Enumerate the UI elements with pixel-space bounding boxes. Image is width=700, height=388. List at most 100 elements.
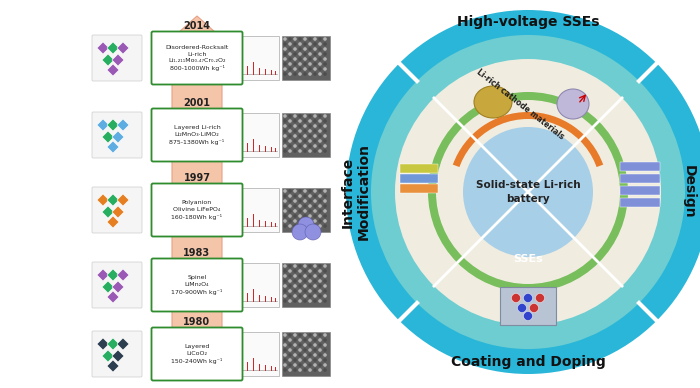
Circle shape	[323, 57, 327, 61]
Circle shape	[298, 264, 302, 268]
Circle shape	[303, 274, 307, 278]
Circle shape	[323, 134, 327, 138]
Circle shape	[318, 358, 322, 362]
Circle shape	[323, 274, 327, 278]
Circle shape	[303, 114, 307, 118]
Circle shape	[293, 294, 297, 298]
Text: Polyanion
Olivine LiFePO₄
160-180Wh kg⁻¹: Polyanion Olivine LiFePO₄ 160-180Wh kg⁻¹	[172, 200, 223, 220]
Circle shape	[284, 124, 287, 128]
Circle shape	[284, 67, 287, 71]
Circle shape	[293, 134, 297, 138]
Circle shape	[298, 129, 302, 133]
Circle shape	[313, 269, 317, 273]
Circle shape	[284, 149, 287, 153]
Polygon shape	[97, 269, 109, 281]
Text: 1997: 1997	[183, 173, 211, 183]
Circle shape	[288, 52, 292, 56]
Circle shape	[318, 129, 322, 133]
Circle shape	[284, 264, 287, 268]
Text: Spinel
LiMn₂O₄
170-900Wh kg⁻¹: Spinel LiMn₂O₄ 170-900Wh kg⁻¹	[172, 275, 223, 295]
Circle shape	[284, 219, 287, 223]
Circle shape	[308, 343, 312, 347]
Bar	[227, 263, 279, 307]
Circle shape	[298, 279, 302, 283]
Bar	[620, 186, 660, 195]
Circle shape	[293, 72, 297, 76]
Circle shape	[313, 42, 317, 46]
Circle shape	[318, 333, 322, 337]
Circle shape	[524, 312, 533, 320]
FancyBboxPatch shape	[92, 112, 142, 158]
Circle shape	[298, 363, 302, 367]
Circle shape	[371, 35, 685, 349]
FancyBboxPatch shape	[151, 184, 242, 237]
Circle shape	[298, 47, 302, 51]
Circle shape	[293, 264, 297, 268]
Circle shape	[308, 284, 312, 288]
Circle shape	[293, 269, 297, 273]
Circle shape	[308, 124, 312, 128]
Circle shape	[298, 358, 302, 362]
Circle shape	[313, 338, 317, 342]
Ellipse shape	[474, 86, 512, 118]
Circle shape	[313, 368, 317, 372]
Circle shape	[323, 194, 327, 198]
Circle shape	[284, 274, 287, 278]
Circle shape	[288, 348, 292, 352]
Circle shape	[323, 204, 327, 208]
Circle shape	[313, 67, 317, 71]
Circle shape	[318, 47, 322, 51]
Circle shape	[298, 42, 302, 46]
Circle shape	[318, 294, 322, 298]
Circle shape	[318, 62, 322, 66]
Circle shape	[313, 279, 317, 283]
Circle shape	[284, 72, 287, 76]
Circle shape	[303, 42, 307, 46]
Circle shape	[293, 52, 297, 56]
Circle shape	[313, 189, 317, 193]
Circle shape	[303, 299, 307, 303]
Circle shape	[288, 72, 292, 76]
Circle shape	[308, 219, 312, 223]
Polygon shape	[107, 119, 119, 131]
Circle shape	[303, 144, 307, 148]
Circle shape	[293, 42, 297, 46]
Circle shape	[288, 57, 292, 61]
Circle shape	[293, 129, 297, 133]
Circle shape	[288, 204, 292, 208]
Circle shape	[323, 219, 327, 223]
Circle shape	[284, 204, 287, 208]
Circle shape	[308, 279, 312, 283]
Circle shape	[288, 114, 292, 118]
Circle shape	[284, 52, 287, 56]
Circle shape	[293, 37, 297, 41]
Circle shape	[284, 144, 287, 148]
Circle shape	[284, 368, 287, 372]
Circle shape	[395, 59, 661, 325]
Circle shape	[293, 289, 297, 293]
Circle shape	[313, 194, 317, 198]
Circle shape	[293, 338, 297, 342]
Circle shape	[308, 134, 312, 138]
Circle shape	[293, 284, 297, 288]
Circle shape	[303, 279, 307, 283]
Circle shape	[323, 269, 327, 273]
Polygon shape	[107, 360, 119, 372]
Circle shape	[303, 289, 307, 293]
Circle shape	[288, 269, 292, 273]
Polygon shape	[117, 194, 129, 206]
Bar	[227, 188, 279, 232]
Circle shape	[298, 224, 302, 228]
Text: 2014: 2014	[183, 21, 211, 31]
Circle shape	[298, 134, 302, 138]
FancyBboxPatch shape	[92, 187, 142, 233]
Circle shape	[288, 37, 292, 41]
Polygon shape	[112, 131, 124, 143]
Circle shape	[323, 348, 327, 352]
Circle shape	[318, 363, 322, 367]
Polygon shape	[112, 350, 124, 362]
Circle shape	[288, 274, 292, 278]
Bar	[227, 113, 279, 157]
Circle shape	[308, 204, 312, 208]
Circle shape	[284, 269, 287, 273]
